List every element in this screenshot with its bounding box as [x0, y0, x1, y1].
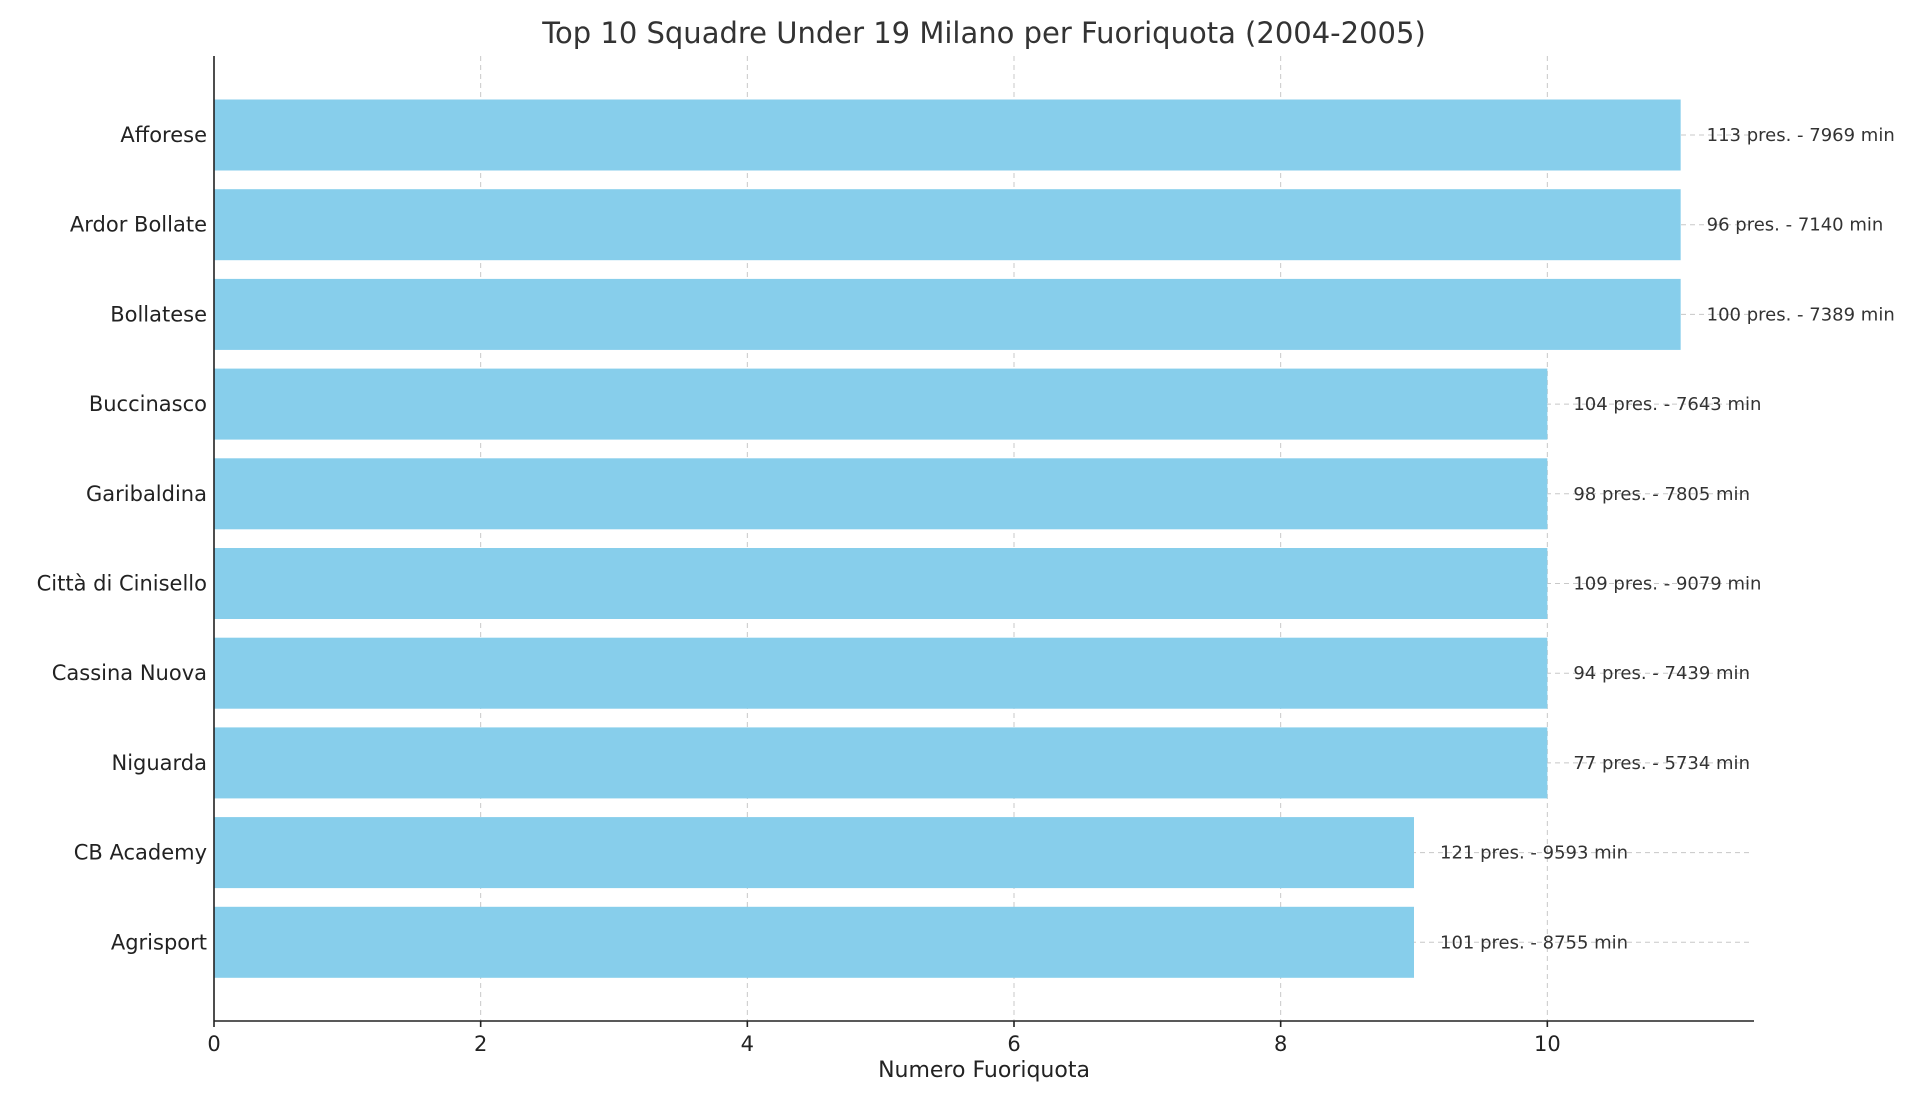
category-labels: Afforese Ardor Bollate Bollatese Buccinasco…	[37, 123, 207, 954]
axes: 0 2 4 6 8 10	[207, 56, 1754, 1056]
data-label: 109 pres. - 9079 min	[1573, 574, 1761, 595]
category-label: Cassina Nuova	[52, 661, 207, 685]
bars	[214, 99, 1681, 978]
category-label: Afforese	[120, 123, 207, 147]
category-label: Buccinasco	[89, 392, 207, 416]
category-label: Bollatese	[110, 302, 207, 326]
category-label: Niguarda	[111, 751, 207, 775]
data-label: 101 pres. - 8755 min	[1440, 932, 1628, 953]
bar	[214, 189, 1681, 261]
category-label: Città di Cinisello	[37, 572, 207, 596]
bar	[214, 637, 1548, 709]
data-label: 121 pres. - 9593 min	[1440, 843, 1628, 864]
x-tick-label: 10	[1534, 1032, 1561, 1056]
data-label: 94 pres. - 7439 min	[1573, 663, 1750, 684]
data-label: 113 pres. - 7969 min	[1707, 125, 1895, 146]
bar	[214, 906, 1414, 978]
data-label: 98 pres. - 7805 min	[1573, 484, 1750, 505]
x-axis-label: Numero Fuoriquota	[878, 1058, 1090, 1083]
data-label: 77 pres. - 5734 min	[1573, 753, 1750, 774]
x-tick-label: 0	[207, 1032, 220, 1056]
category-label: Agrisport	[111, 930, 207, 954]
data-labels: 113 pres. - 7969 min 96 pres. - 7140 min 1…	[1440, 125, 1895, 953]
bar	[214, 278, 1681, 350]
x-tick-label: 8	[1274, 1032, 1287, 1056]
chart-title: Top 10 Squadre Under 19 Milano per Fuori…	[541, 16, 1426, 50]
x-tick-label: 6	[1007, 1032, 1020, 1056]
category-label: Ardor Bollate	[70, 213, 207, 237]
bar	[214, 368, 1548, 440]
category-label: Garibaldina	[86, 482, 207, 506]
bar	[214, 99, 1681, 171]
bar	[214, 458, 1548, 530]
bar	[214, 817, 1414, 889]
bar	[214, 548, 1548, 619]
category-label: CB Academy	[74, 841, 207, 865]
x-tick-label: 4	[741, 1032, 754, 1056]
data-label: 104 pres. - 7643 min	[1573, 394, 1761, 415]
x-tick-label: 2	[474, 1032, 487, 1056]
bar	[214, 727, 1548, 799]
data-label: 100 pres. - 7389 min	[1707, 304, 1895, 325]
data-label: 96 pres. - 7140 min	[1707, 215, 1884, 236]
